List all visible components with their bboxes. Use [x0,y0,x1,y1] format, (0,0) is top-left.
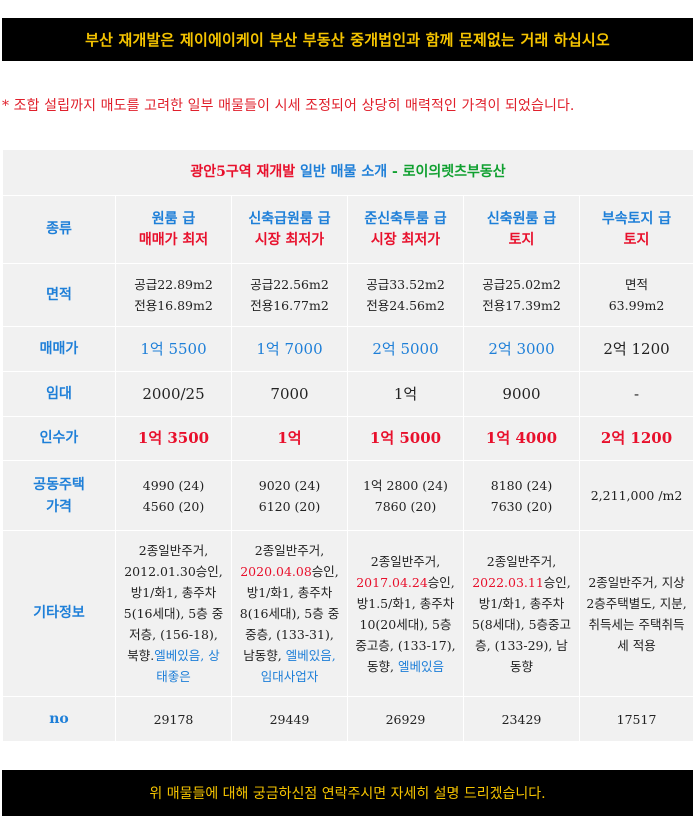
type-cell-5: 부속토지 급 토지 [578,195,695,264]
apt-price-cell-3: 1억 2800 (24) 7860 (20) [347,460,464,531]
takeover-cell-4: 1억 4000 [463,416,580,461]
title-middle: 일반 매물 소개 [295,164,392,180]
notice-text: * 조합 설립까지 매도를 고려한 일부 매물들이 시세 조정되어 상당히 매력… [2,98,575,114]
apt-price-cell-2: 9020 (24) 6120 (20) [231,460,348,531]
no-cell-2: 29449 [231,696,348,742]
label-rent: 임대 [2,371,116,417]
no-cell-1: 29178 [115,696,232,742]
table-title-row: 광안5구역 재개발 일반 매물 소개 - 로이의렛츠부동산 [1,149,695,196]
apt-price-row: 공동주택 가격 4990 (24) 4560 (20) 9020 (24) 6120… [2,460,695,531]
label-type: 종류 [2,195,116,264]
apt-price-cell-4: 8180 (24) 7630 (20) [463,460,580,531]
top-banner: 부산 재개발은 제이에이케이 부산 부동산 중개법인과 함께 문제없는 거래 하… [2,18,693,61]
apt-price-cell-5: 2,211,000 /m2 [578,460,695,531]
takeover-cell-3: 1억 5000 [347,416,464,461]
rent-cell-1: 2000/25 [115,371,232,417]
sale-price-row: 매매가 1억 5500 1억 7000 2억 5000 2억 3000 2억 1… [2,326,695,372]
takeover-cell-5: 2억 1200 [578,416,695,461]
no-cell-4: 23429 [463,696,580,742]
no-row: no 29178 29449 26929 23429 17517 [2,696,695,742]
sale-price-cell-4: 2억 3000 [463,326,580,372]
area-cell-5: 면적 63.99m2 [578,263,695,327]
area-cell-1: 공급22.89m2 전용16.89m2 [115,263,232,327]
listing-table: 광안5구역 재개발 일반 매물 소개 - 로이의렛츠부동산 종류 원룸 급 매매가… [1,149,695,742]
area-cell-3: 공급33.52m2 전용24.56m2 [347,263,464,327]
sale-price-cell-5: 2억 1200 [578,326,695,372]
label-no: no [2,696,116,742]
bottom-banner: 위 매물들에 대해 궁금하신점 연락주시면 자세히 설명 드리겠습니다. [2,770,693,816]
takeover-cell-2: 1억 [231,416,348,461]
type-cell-4: 신축원룸 급 토지 [463,195,580,264]
type-cell-3: 준신축투룸 급 시장 최저가 [347,195,464,264]
rent-cell-2: 7000 [231,371,348,417]
type-cell-2: 신축급원룸 급 시장 최저가 [231,195,348,264]
label-apt-price: 공동주택 가격 [2,460,116,531]
no-cell-3: 26929 [347,696,464,742]
sale-price-cell-3: 2억 5000 [347,326,464,372]
title-region: 광안5구역 재개발 [190,164,296,180]
type-row: 종류 원룸 급 매매가 최저 신축급원룸 급 시장 최저가 준신축투룸 급 시장 최저… [2,195,695,264]
type-cell-1: 원룸 급 매매가 최저 [115,195,232,264]
info-cell-5: 2종일반주거, 지상2층주택별도, 지분, 취득세는 주택취득세 적용 [578,530,695,697]
takeover-cell-1: 1억 3500 [115,416,232,461]
rent-row: 임대 2000/25 7000 1억 9000 - [2,371,695,417]
info-cell-2: 2종일반주거, 2020.04.08승인, 방1/화1, 총주차8(16세대),… [231,530,348,697]
no-cell-5: 17517 [578,696,695,742]
rent-cell-3: 1억 [347,371,464,417]
area-cell-2: 공급22.56m2 전용16.77m2 [231,263,348,327]
sale-price-cell-2: 1억 7000 [231,326,348,372]
rent-cell-4: 9000 [463,371,580,417]
area-row: 면적 공급22.89m2 전용16.89m2 공급22.56m2 전용16.77m2… [2,263,695,327]
info-cell-3: 2종일반주거, 2017.04.24승인, 방1.5/화1, 총주차10(20세… [347,530,464,697]
info-row: 기타정보 2종일반주거, 2012.01.30승인, 방1/화1, 총주차5(1… [2,530,695,697]
area-cell-4: 공급25.02m2 전용17.39m2 [463,263,580,327]
label-sale-price: 매매가 [2,326,116,372]
apt-price-cell-1: 4990 (24) 4560 (20) [115,460,232,531]
rent-cell-5: - [578,371,695,417]
top-banner-text: 부산 재개발은 제이에이케이 부산 부동산 중개법인과 함께 문제없는 거래 하… [85,31,610,49]
takeover-row: 인수가 1억 3500 1억 1억 5000 1억 4000 2억 1200 [2,416,695,461]
info-cell-1: 2종일반주거, 2012.01.30승인, 방1/화1, 총주차5(16세대),… [115,530,232,697]
label-info: 기타정보 [2,530,116,697]
title-agency: - 로이의렛츠부동산 [391,164,506,180]
table-title: 광안5구역 재개발 일반 매물 소개 - 로이의렛츠부동산 [1,149,695,196]
info-cell-4: 2종일반주거, 2022.03.11승인, 방1/화1, 총주차5(8세대), … [463,530,580,697]
sale-price-cell-1: 1억 5500 [115,326,232,372]
label-area: 면적 [2,263,116,327]
bottom-banner-text: 위 매물들에 대해 궁금하신점 연락주시면 자세히 설명 드리겠습니다. [149,786,546,802]
label-takeover: 인수가 [2,416,116,461]
